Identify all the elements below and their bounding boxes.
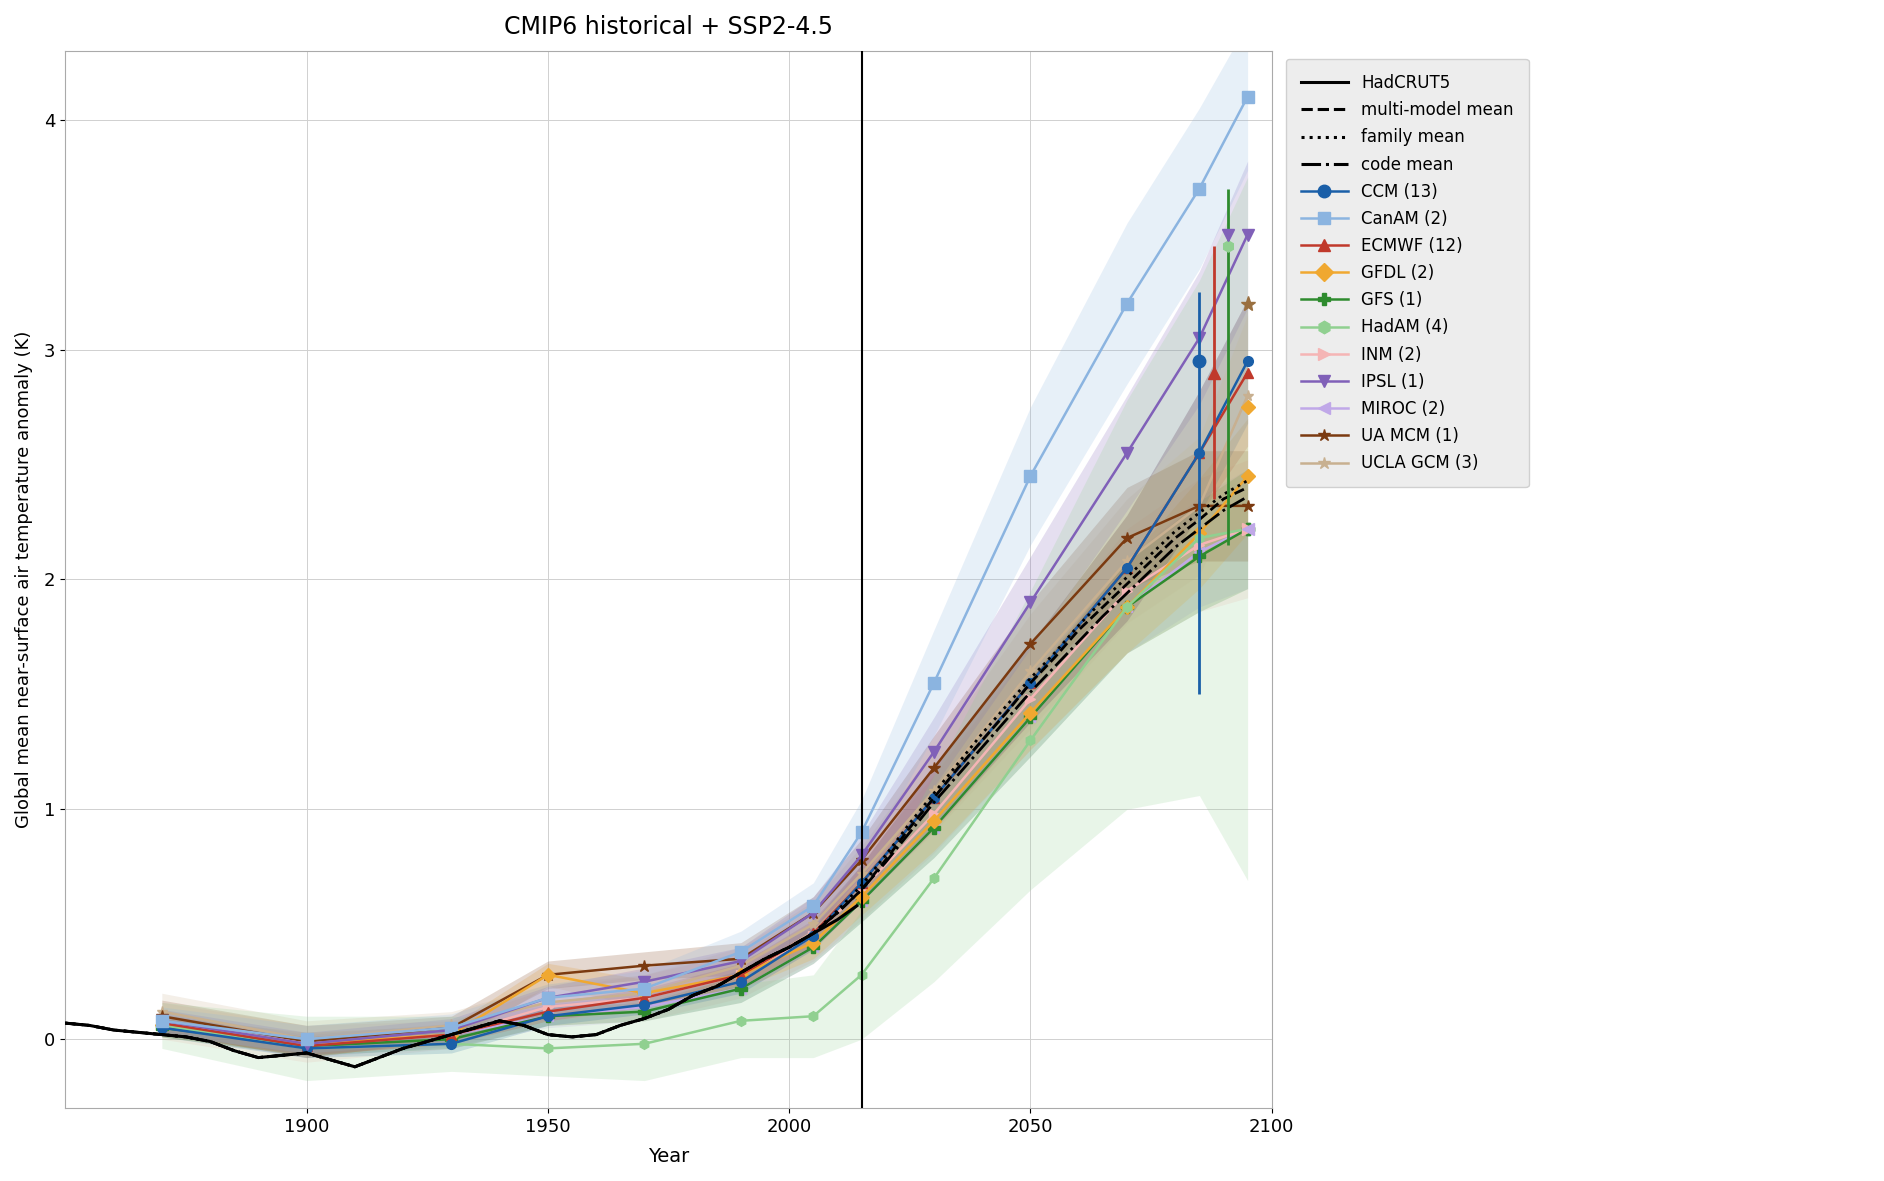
Y-axis label: Global mean near-surface air temperature anomaly (K): Global mean near-surface air temperature… xyxy=(15,331,34,828)
Legend: HadCRUT5, multi-model mean, family mean, code mean, CCM (13), CanAM (2), ECMWF (: HadCRUT5, multi-model mean, family mean,… xyxy=(1287,59,1528,488)
X-axis label: Year: Year xyxy=(648,1147,690,1166)
Title: CMIP6 historical + SSP2-4.5: CMIP6 historical + SSP2-4.5 xyxy=(505,15,833,39)
